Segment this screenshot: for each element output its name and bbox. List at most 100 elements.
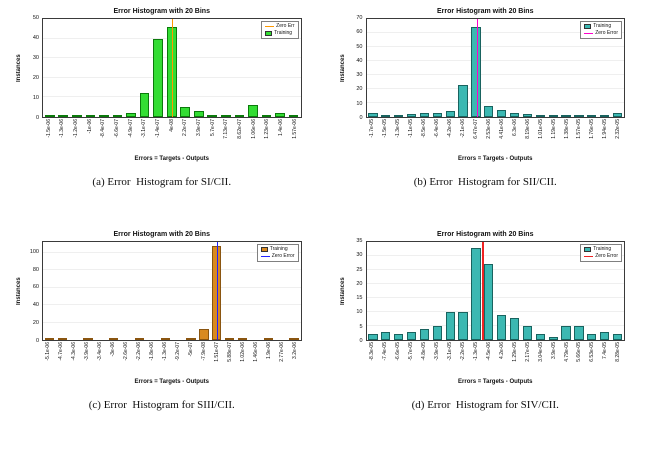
chart-title: Error Histogram with 20 Bins xyxy=(113,231,210,238)
x-tick-label: -2.6e-06 xyxy=(123,342,130,361)
x-tick-label: -3.1e-07 xyxy=(141,119,148,138)
bar-cell xyxy=(392,242,405,340)
legend-entry: Training xyxy=(584,246,618,253)
bars-row xyxy=(43,242,301,340)
bar-cell xyxy=(431,19,444,117)
bar-cell xyxy=(547,242,560,340)
y-axis-label: Instances xyxy=(339,54,346,82)
histogram-bar xyxy=(288,115,299,117)
x-tick: -5e-07 xyxy=(185,342,198,378)
x-tick: -1.5e-06 xyxy=(42,119,56,155)
x-tick-label: -1.5e-06 xyxy=(45,119,52,138)
x-tick-label: -1.3e-06 xyxy=(59,119,66,138)
x-tick-label: 2.53e-06 xyxy=(485,119,492,139)
histogram-bar xyxy=(381,331,391,340)
x-tick: -5.1e-06 xyxy=(42,342,55,378)
y-tick-label: 30 xyxy=(356,252,363,259)
x-tick: 1.76e-05 xyxy=(586,119,599,155)
histogram-bar xyxy=(289,338,299,340)
bar-cell xyxy=(611,19,624,117)
legend-entry: Training xyxy=(584,23,618,30)
x-tick: -1.3e-05 xyxy=(469,342,482,378)
x-tick: -1.2e-06 xyxy=(69,119,83,155)
x-tick-label: 7.4e-05 xyxy=(602,342,609,359)
bar-cell xyxy=(585,19,598,117)
legend: Training Zero Error xyxy=(256,244,299,262)
histogram-bar xyxy=(139,93,150,117)
x-tick: 5.88e-07 xyxy=(224,342,237,378)
x-tick-label: -5.7e-05 xyxy=(407,342,414,361)
bar-cell xyxy=(56,242,69,340)
histogram-bar xyxy=(225,338,235,340)
histogram-bar xyxy=(548,337,558,340)
x-tick: 8.62e-07 xyxy=(233,119,247,155)
legend-line-swatch xyxy=(260,255,270,258)
x-axis-label: Errors = Targets - Outputs xyxy=(458,379,533,385)
bar-cell xyxy=(379,19,392,117)
x-tick-labels: -5.1e-06 -4.7e-06 -4.3e-06 -3.9e-06 -3.4e-06… xyxy=(42,342,302,378)
bar-cell xyxy=(611,242,624,340)
x-tick-label: 8.28e-05 xyxy=(615,342,622,362)
y-tick-labels: 0 20 40 60 80 100 xyxy=(24,241,42,344)
x-tick: -4.9e-07 xyxy=(124,119,138,155)
histogram-bar xyxy=(419,112,430,117)
histogram-bar xyxy=(574,326,584,340)
bars-row xyxy=(367,242,625,340)
x-tick-label: 5.66e-05 xyxy=(576,342,583,362)
bar-cell xyxy=(223,242,236,340)
error-histogram-si-cii: Error Histogram with 20 Bins Instances 0 10… xyxy=(14,8,310,162)
histogram-bar xyxy=(83,338,93,340)
histogram-bar xyxy=(126,113,136,117)
histogram-bar xyxy=(58,115,69,117)
bar-cell xyxy=(598,19,611,117)
x-tick: -3e-06 xyxy=(107,342,120,378)
x-tick-label: 8.62e-07 xyxy=(237,119,244,139)
x-tick-labels: -1.7e-05 -1.5e-05 -1.3e-05 -1.1e-05 -8.5e-06… xyxy=(366,119,626,155)
histogram-bar xyxy=(199,328,209,340)
x-tick-label: -3e-06 xyxy=(110,342,117,357)
histogram-bar xyxy=(261,115,272,117)
histogram-bar xyxy=(180,107,191,117)
x-tick-label: 1.46e-06 xyxy=(252,342,259,362)
legend: Training Zero Error xyxy=(580,21,622,39)
y-tick-label: 25 xyxy=(356,266,363,273)
x-tick-label: 6.3e-06 xyxy=(511,119,518,136)
bar-cell xyxy=(367,242,380,340)
histogram-bar xyxy=(522,326,533,340)
x-tick: 2.2e-07 xyxy=(179,119,193,155)
bar-cell xyxy=(151,19,165,117)
bar-cell xyxy=(573,242,586,340)
histogram-bar xyxy=(109,338,119,340)
chart-title: Error Histogram with 20 Bins xyxy=(113,8,210,15)
x-tick: -3.9e-05 xyxy=(430,342,443,378)
bar-cell xyxy=(534,242,547,340)
x-tick: 4.79e-05 xyxy=(560,342,573,378)
bar-cell xyxy=(585,242,598,340)
x-tick: -2.1e-06 xyxy=(456,119,469,155)
x-tick: 3.04e-05 xyxy=(534,342,547,378)
bar-cell xyxy=(405,242,418,340)
y-tick-label: 40 xyxy=(32,302,39,309)
x-tick: 1.51e-07 xyxy=(211,342,224,378)
legend-entry: Zero Error xyxy=(260,253,295,260)
x-tick-label: 1.4e-06 xyxy=(277,119,284,136)
bar-cell xyxy=(120,242,133,340)
bar-cell xyxy=(43,19,57,117)
bar-cell xyxy=(146,242,159,340)
x-tick: -1.7e-05 xyxy=(366,119,379,155)
x-tick-label: -3.9e-06 xyxy=(84,342,91,361)
x-tick-label: -4.3e-06 xyxy=(71,342,78,361)
bar-cell xyxy=(43,242,56,340)
x-axis-label: Errors = Targets - Outputs xyxy=(458,156,533,162)
bar-cell xyxy=(418,19,431,117)
x-tick-label: -1.2e-06 xyxy=(73,119,80,138)
bar-cell xyxy=(379,242,392,340)
bar-cell xyxy=(273,19,287,117)
x-tick: -1e-06 xyxy=(83,119,97,155)
x-tick-label: -1.5e-05 xyxy=(381,119,388,138)
caption-a: (a) Error Histogram for SI/CII. xyxy=(92,176,232,188)
bar-cell xyxy=(233,19,247,117)
x-tick-label: 1.06e-06 xyxy=(250,119,257,139)
x-tick: -2.6e-06 xyxy=(120,342,133,378)
y-axis-label: Instances xyxy=(339,277,346,305)
